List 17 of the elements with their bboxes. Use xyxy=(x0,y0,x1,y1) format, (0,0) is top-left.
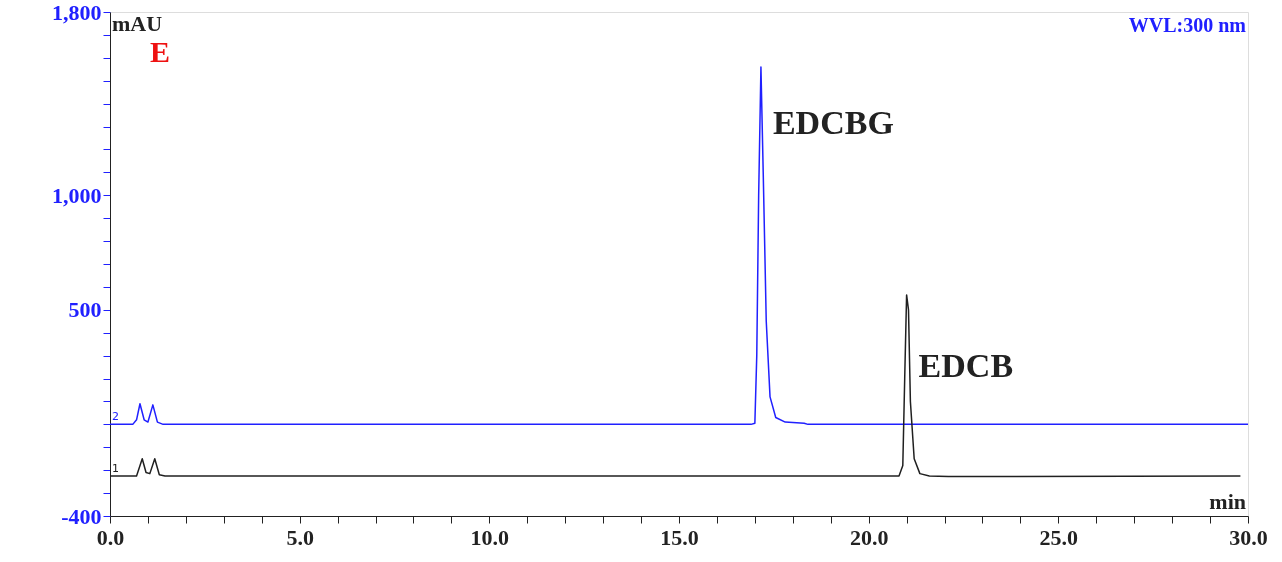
series-label: 1 xyxy=(112,461,119,475)
y-tick-label: 1,000 xyxy=(52,182,102,208)
annotation: EDCBG xyxy=(772,103,894,141)
y-axis-title: mAU xyxy=(112,11,163,36)
annotation: E xyxy=(150,35,171,68)
x-axis-title: min xyxy=(1209,489,1246,514)
y-tick-label: 1,800 xyxy=(52,0,102,25)
x-tick-label: 25.0 xyxy=(1039,524,1079,550)
annotation: EDCB xyxy=(918,346,1014,384)
x-tick-label: 5.0 xyxy=(286,524,314,550)
annotation: WVL:300 nm xyxy=(1128,14,1247,36)
x-tick-label: 15.0 xyxy=(660,524,699,550)
x-tick-label: 20.0 xyxy=(849,524,889,550)
series-label: 2 xyxy=(112,410,119,424)
x-tick-label: 30.0 xyxy=(1229,524,1268,550)
x-tick-label: 10.0 xyxy=(470,524,510,550)
y-tick-label: 500 xyxy=(68,297,102,323)
